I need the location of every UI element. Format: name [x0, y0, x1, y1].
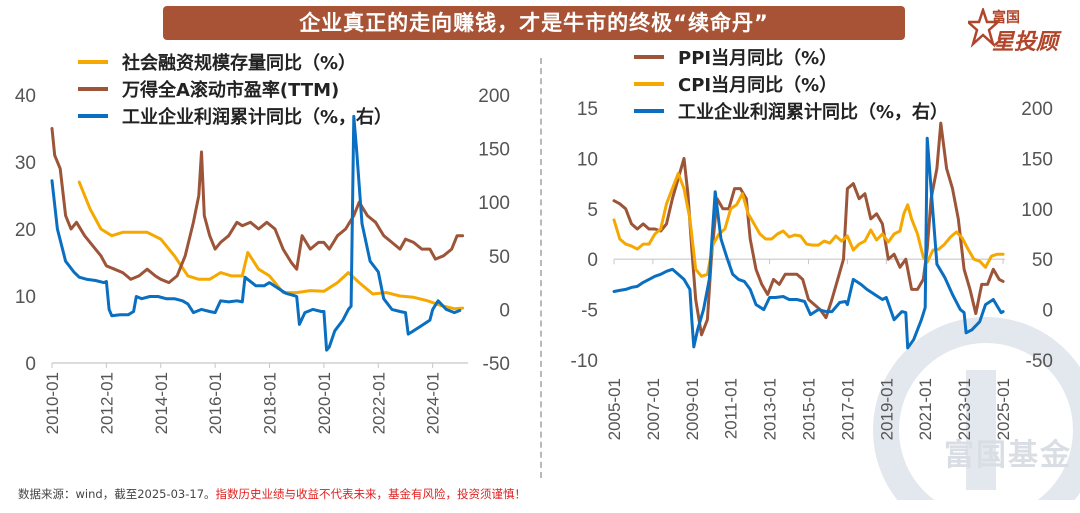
brand-logo: 富国 星投顾	[968, 4, 1078, 55]
y-right-tick-label: 100	[1021, 200, 1053, 221]
y-right-tick-label: -50	[1026, 351, 1053, 372]
legend-swatch	[78, 87, 108, 91]
x-tick-label: 2013-01	[761, 378, 780, 440]
y-right-tick-label: 200	[478, 86, 510, 107]
series-line	[612, 136, 1005, 350]
legend-item: PPI当月同比（%）	[634, 45, 948, 72]
y-left-tick-label: 10	[15, 287, 36, 308]
series-line	[612, 121, 1005, 337]
legend-swatch	[634, 55, 664, 59]
x-tick-label: 2005-01	[605, 378, 624, 440]
y-left-tick-label: 0	[587, 250, 598, 271]
watermark-text: 富国基金	[944, 438, 1072, 473]
y-right-tick-label: -50	[483, 354, 510, 375]
series-line	[50, 114, 462, 352]
y-left-tick-label: 0	[25, 354, 36, 375]
logo-top-text: 富国	[992, 10, 1020, 26]
series-line	[50, 127, 465, 285]
legend-swatch	[78, 60, 108, 64]
x-tick-label: 2009-01	[683, 378, 702, 440]
x-tick-label: 2016-01	[206, 372, 225, 434]
x-tick-label: 2020-01	[315, 372, 334, 434]
y-left-tick-label: 40	[15, 86, 36, 107]
star-icon	[968, 8, 998, 48]
legend-item: 工业企业利润累计同比（%，右）	[634, 99, 948, 126]
logo-bottom-text: 星投顾	[992, 30, 1059, 55]
y-left-tick-label: 10	[577, 149, 598, 170]
y-right-tick-label: 50	[489, 247, 510, 268]
x-tick-label: 2012-01	[97, 372, 116, 434]
legend-swatch	[634, 109, 664, 113]
right-legend: PPI当月同比（%） CPI当月同比（%） 工业企业利润累计同比（%，右）	[634, 45, 948, 126]
legend-label: 社会融资规模存量同比（%）	[122, 53, 357, 74]
x-tick-label: 2019-01	[877, 378, 896, 440]
x-tick-label: 2010-01	[43, 372, 62, 434]
y-left-tick-label: 5	[587, 200, 598, 221]
legend-label: 万得全A滚动市盈率(TTM)	[122, 80, 340, 101]
x-tick-label: 2022-01	[369, 372, 388, 434]
x-tick-label: 2017-01	[838, 378, 857, 440]
x-tick-label: 2018-01	[261, 372, 280, 434]
legend-swatch	[78, 114, 108, 118]
left-legend: 社会融资规模存量同比（%） 万得全A滚动市盈率(TTM) 工业企业利润累计同比（…	[78, 50, 392, 131]
footer: 数据来源：wind，截至2025-03-17。指数历史业绩与收益不代表未来，基金…	[18, 486, 526, 502]
x-tick-label: 2023-01	[955, 378, 974, 440]
y-right-tick-label: 100	[478, 193, 510, 214]
x-tick-label: 2007-01	[644, 378, 663, 440]
legend-label: CPI当月同比（%）	[678, 75, 838, 96]
series-line	[77, 180, 465, 311]
footer-source: 数据来源：wind，截至2025-03-17。	[18, 487, 216, 501]
y-left-tick-label: 20	[15, 220, 36, 241]
legend-item: 社会融资规模存量同比（%）	[78, 50, 392, 77]
footer-warning: 指数历史业绩与收益不代表未来，基金有风险，投资须谨慎！	[215, 487, 527, 501]
y-left-tick-label: 30	[15, 153, 36, 174]
panel-divider	[540, 58, 542, 478]
watermark-emblem	[873, 317, 1080, 500]
x-tick-label: 2024-01	[424, 372, 443, 434]
y-left-tick-label: 15	[577, 99, 598, 120]
legend-label: PPI当月同比（%）	[678, 48, 838, 69]
y-right-tick-label: 150	[1021, 149, 1053, 170]
legend-item: CPI当月同比（%）	[634, 72, 948, 99]
legend-label: 工业企业利润累计同比（%，右）	[122, 107, 393, 128]
y-left-tick-label: -10	[571, 351, 598, 372]
legend-item: 万得全A滚动市盈率(TTM)	[78, 77, 392, 104]
y-right-tick-label: 0	[1042, 301, 1053, 322]
x-tick-label: 2025-01	[994, 378, 1013, 440]
x-tick-label: 2014-01	[152, 372, 171, 434]
x-tick-label: 2015-01	[800, 378, 819, 440]
y-right-tick-label: 200	[1021, 99, 1053, 120]
y-right-tick-label: 150	[478, 140, 510, 161]
x-tick-label: 2021-01	[916, 378, 935, 440]
y-right-tick-label: 50	[1032, 250, 1053, 271]
legend-item: 工业企业利润累计同比（%，右）	[78, 104, 392, 131]
y-left-tick-label: -5	[581, 301, 598, 322]
y-right-tick-label: 0	[499, 300, 510, 321]
x-tick-label: 2011-01	[722, 378, 741, 439]
legend-label: 工业企业利润累计同比（%，右）	[678, 102, 949, 123]
title-banner: 企业真正的走向赚钱，才是牛市的终极“续命丹”	[163, 6, 905, 40]
legend-swatch	[634, 82, 664, 86]
